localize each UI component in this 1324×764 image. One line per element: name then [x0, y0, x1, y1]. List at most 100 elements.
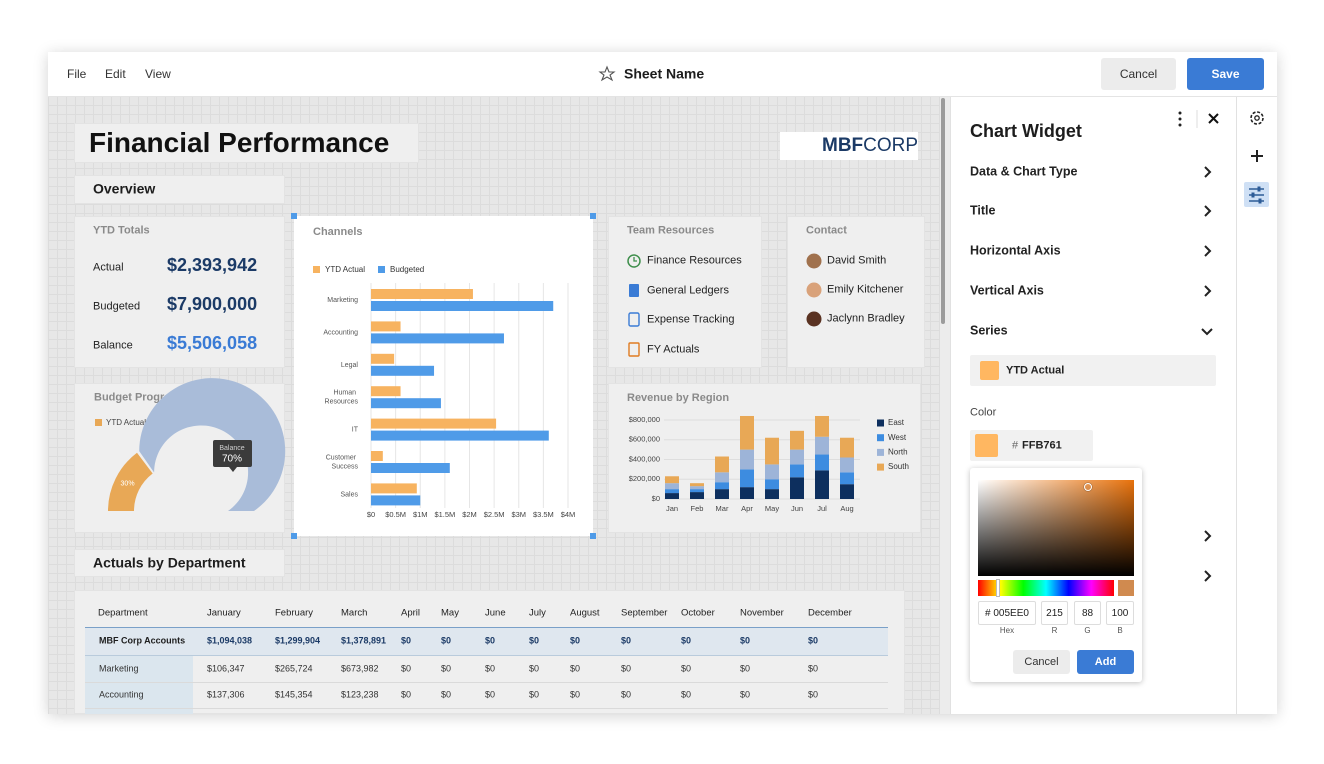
row-divider — [85, 682, 888, 683]
picker-input[interactable]: 88 — [1074, 601, 1101, 625]
y-tick-label: $400,000 — [629, 454, 660, 463]
panel-section[interactable]: Horizontal Axis — [970, 243, 1061, 258]
picker-cancel[interactable]: Cancel — [1013, 650, 1070, 674]
table-cell: $0 — [681, 689, 692, 700]
column-header: June — [485, 607, 506, 619]
resource-link[interactable]: General Ledgers — [647, 284, 729, 297]
bar-segment — [790, 430, 804, 450]
y-tick-label: Sales — [340, 491, 358, 498]
menu-item[interactable]: File — [67, 66, 87, 81]
icons — [598, 65, 616, 82]
chart-title: Revenue by Region — [627, 392, 729, 404]
menu-item[interactable]: Edit — [105, 66, 126, 81]
x-tick-label: Feb — [691, 504, 704, 513]
table-cell: $0 — [401, 635, 412, 646]
close-icon — [1208, 113, 1219, 124]
ytd-value: $2,393,942 — [167, 255, 258, 276]
bar — [371, 418, 497, 429]
panel-section[interactable]: Data & Chart Type — [970, 164, 1078, 179]
logo: MBF CORP — [822, 135, 918, 157]
legend-swatch — [95, 419, 102, 426]
column-header: Department — [98, 607, 148, 619]
scroll-track — [940, 96, 950, 714]
bar-segment — [815, 436, 829, 455]
table-first-column — [85, 656, 193, 714]
bar-segment — [790, 449, 804, 465]
bar-segment — [690, 492, 704, 499]
bar-segment — [815, 454, 829, 471]
x-tick-label: Apr — [741, 504, 753, 513]
table-cell: $0 — [808, 635, 819, 646]
picker-input[interactable]: 100 — [1106, 601, 1134, 625]
x-tick-label: Jun — [791, 504, 803, 513]
bar-segment — [840, 484, 854, 499]
y-tick-label: $800,000 — [629, 415, 660, 424]
logo-mark: MBF — [822, 135, 864, 156]
picker-input[interactable]: 215 — [1041, 601, 1068, 625]
logo-text: CORP — [863, 135, 919, 156]
gauge-segment — [139, 378, 286, 511]
panel-icons — [1178, 110, 1269, 582]
panel-section[interactable]: Series — [970, 323, 1008, 338]
legend-label: North — [888, 448, 908, 457]
table-cell: $0 — [485, 635, 496, 646]
y-tick-label: Accounting — [323, 329, 358, 336]
panel-section[interactable]: Vertical Axis — [970, 283, 1044, 298]
preview-swatch — [1118, 580, 1134, 596]
column-header: July — [529, 607, 546, 619]
chevron — [1204, 285, 1212, 297]
hue-slider[interactable] — [978, 580, 1114, 596]
table-cell: Marketing — [99, 663, 139, 674]
bar-segment — [765, 479, 779, 490]
bar — [371, 365, 435, 376]
table-cell: $0 — [529, 689, 540, 700]
column-header: August — [570, 607, 600, 619]
bar-segment — [665, 476, 679, 484]
color-gradient[interactable] — [978, 480, 1134, 576]
table-cell: $1,378,891 — [341, 635, 387, 646]
panel-section[interactable]: Title — [970, 203, 996, 218]
gear-center — [1254, 115, 1260, 121]
x-tick-label: May — [765, 504, 779, 513]
y-tick-label: Customer Success — [326, 454, 359, 470]
resource-link[interactable]: Finance Resources — [647, 254, 742, 267]
x-tick-label: $3.5M — [533, 510, 554, 519]
resource-link[interactable]: FY Actuals — [647, 343, 700, 356]
table-cell: Accounting — [99, 689, 144, 700]
y-tick-label: IT — [352, 426, 359, 433]
bar-segment — [790, 477, 804, 499]
cancel-button[interactable]: Cancel — [1101, 58, 1176, 90]
chevron — [1204, 205, 1212, 217]
kebab-dot — [1178, 111, 1182, 115]
bar-segment — [715, 456, 729, 473]
overview-box — [74, 175, 285, 204]
contact-name: Emily Kitchener — [827, 283, 904, 296]
table-cell: $0 — [681, 635, 692, 646]
picker-add[interactable]: Add — [1077, 650, 1134, 674]
column-header: May — [441, 607, 459, 619]
picker-input[interactable]: # 005EE0 — [978, 601, 1036, 625]
picker-input-label: Hex — [999, 626, 1015, 635]
contact-name: David Smith — [827, 254, 887, 267]
bar-segment — [740, 449, 754, 470]
resource-link[interactable]: Expense Tracking — [647, 313, 735, 326]
bar — [371, 386, 401, 397]
sheet-name: Sheet Name — [624, 65, 705, 82]
bar-segment — [665, 493, 679, 499]
table-cell: $0 — [740, 635, 751, 646]
panel-divider — [950, 96, 951, 714]
picker-input-label: B — [1117, 626, 1123, 635]
legend-swatch — [378, 266, 385, 273]
table-cell: $0 — [570, 689, 581, 700]
bar-segment — [740, 469, 754, 488]
menu-item[interactable]: View — [145, 66, 171, 81]
gear-icon — [1250, 111, 1264, 125]
table-cell: $123,238 — [341, 689, 379, 700]
card-title: Contact — [806, 224, 847, 237]
gauge-label: 30% — [121, 481, 135, 488]
save-button[interactable]: Save — [1187, 58, 1264, 90]
ytd-value: $7,900,000 — [167, 294, 258, 315]
series-select[interactable] — [970, 355, 1216, 386]
y-tick-label: Human Resources — [325, 390, 359, 406]
